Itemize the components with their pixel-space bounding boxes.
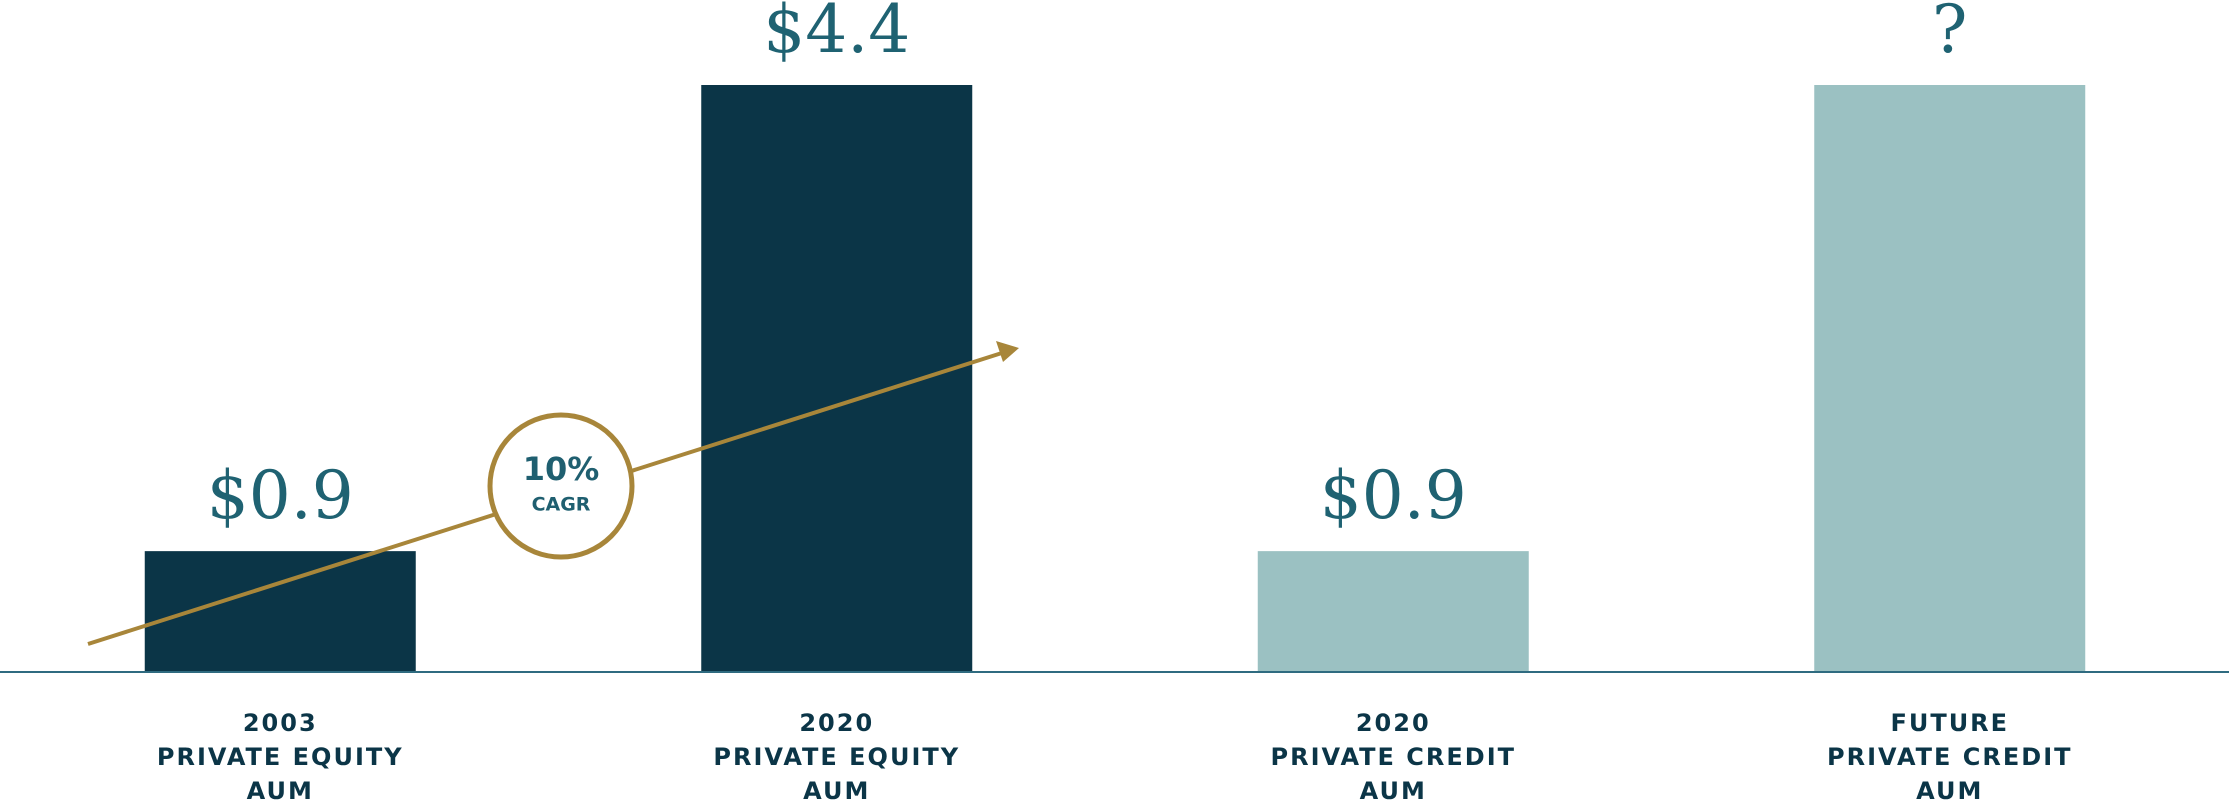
cagr-label: CAGR: [532, 494, 591, 516]
value-label: $4.4: [763, 0, 910, 68]
category-label: AUM: [1916, 777, 1983, 805]
bars: [144, 85, 2086, 671]
cagr-circle: [487, 412, 635, 560]
cagr-value: 10%: [523, 450, 600, 488]
category-label: AUM: [1360, 777, 1427, 805]
category-label: AUM: [247, 777, 314, 805]
value-label: $0.9: [207, 457, 354, 534]
category-label: PRIVATE EQUITY: [713, 743, 960, 771]
bar: [1257, 551, 1529, 671]
category-label: PRIVATE EQUITY: [157, 743, 404, 771]
bar: [701, 85, 973, 671]
bar: [1814, 85, 2086, 671]
category-label: 2003: [243, 709, 318, 737]
cagr-arrow: 10% CAGR: [87, 341, 1019, 646]
category-label: 2020: [799, 709, 874, 737]
category-label: 2020: [1356, 709, 1431, 737]
category-label: FUTURE: [1890, 709, 2009, 737]
category-label: PRIVATE CREDIT: [1271, 743, 1517, 771]
value-label: $0.9: [1320, 457, 1467, 534]
category-label: PRIVATE CREDIT: [1827, 743, 2073, 771]
category-label: AUM: [803, 777, 870, 805]
arrow-head: [996, 341, 1019, 362]
value-label: ?: [1932, 0, 1967, 68]
